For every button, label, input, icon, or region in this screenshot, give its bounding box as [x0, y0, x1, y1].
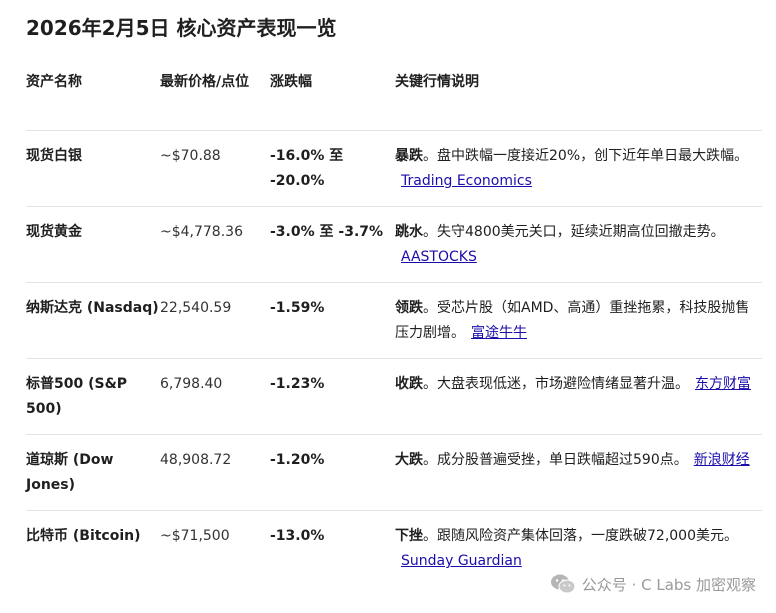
asset-change: -16.0% 至 -20.0%	[270, 130, 395, 207]
asset-name: 现货黄金	[26, 206, 160, 283]
asset-description: 跳水。失守4800美元关口，延续近期高位回撤走势。 AASTOCKS	[395, 206, 762, 283]
table-row: 现货黄金 ~$4,778.36 -3.0% 至 -3.7% 跳水。失守4800美…	[26, 206, 762, 283]
header-change: 涨跌幅	[270, 70, 395, 131]
asset-change: -3.0% 至 -3.7%	[270, 206, 395, 283]
description-lead: 下挫	[395, 528, 423, 544]
description-lead: 暴跌	[395, 148, 423, 164]
description-text: 。大盘表现低迷，市场避险情绪显著升温。	[423, 376, 689, 392]
description-text: 。成分股普遍受挫，单日跌幅超过590点。	[423, 452, 688, 468]
source-link[interactable]: AASTOCKS	[401, 249, 477, 265]
header-asset-name: 资产名称	[26, 70, 160, 131]
description-lead: 领跌	[395, 300, 423, 316]
asset-change: -1.23%	[270, 358, 395, 435]
description-lead: 收跌	[395, 376, 423, 392]
source-link[interactable]: 新浪财经	[693, 452, 750, 468]
asset-change: -1.59%	[270, 282, 395, 359]
header-price: 最新价格/点位	[160, 70, 270, 131]
description-text: 。跟随风险资产集体回落，一度跌破72,000美元。	[423, 528, 738, 544]
source-link[interactable]: 东方财富	[695, 376, 751, 392]
table-row: 现货白银 ~$70.88 -16.0% 至 -20.0% 暴跌。盘中跌幅一度接近…	[26, 130, 762, 207]
asset-price: ~$70.88	[160, 130, 270, 207]
description-text: 。盘中跌幅一度接近20%，创下近年单日最大跌幅。	[423, 148, 749, 164]
source-link[interactable]: Sunday Guardian	[401, 553, 522, 569]
asset-price: 6,798.40	[160, 358, 270, 435]
header-description: 关键行情说明	[395, 70, 762, 131]
asset-name: 道琼斯 (Dow Jones)	[26, 434, 160, 511]
asset-change: -1.20%	[270, 434, 395, 511]
asset-price: ~$4,778.36	[160, 206, 270, 283]
description-text: 。失守4800美元关口，延续近期高位回撤走势。	[423, 224, 725, 240]
table-row: 标普500 (S&P 500) 6,798.40 -1.23% 收跌。大盘表现低…	[26, 358, 762, 435]
asset-name: 纳斯达克 (Nasdaq)	[26, 282, 160, 359]
table-header-row: 资产名称 最新价格/点位 涨跌幅 关键行情说明	[26, 70, 762, 131]
table-row: 道琼斯 (Dow Jones) 48,908.72 -1.20% 大跌。成分股普…	[26, 434, 762, 511]
page-title: 2026年2月5日 核心资产表现一览	[26, 16, 337, 40]
asset-name: 现货白银	[26, 130, 160, 207]
asset-description: 大跌。成分股普遍受挫，单日跌幅超过590点。 新浪财经	[395, 434, 762, 511]
asset-description: 下挫。跟随风险资产集体回落，一度跌破72,000美元。 Sunday Guardi…	[395, 511, 762, 587]
asset-name: 标普500 (S&P 500)	[26, 358, 160, 435]
asset-price: ~$71,500	[160, 528, 230, 544]
table-row: 比特币 (Bitcoin) ~$71,500 -13.0% 下挫。跟随风险资产集…	[26, 511, 762, 587]
asset-description: 领跌。受芯片股（如AMD、高通）重挫拖累，科技股抛售压力剧增。 富途牛牛	[395, 282, 762, 359]
table-row: 纳斯达克 (Nasdaq) 22,540.59 -1.59% 领跌。受芯片股（如…	[26, 282, 762, 359]
description-lead: 跳水	[395, 224, 423, 240]
source-link[interactable]: Trading Economics	[401, 173, 532, 189]
description-lead: 大跌	[395, 452, 423, 468]
asset-description: 收跌。大盘表现低迷，市场避险情绪显著升温。 东方财富	[395, 358, 762, 435]
asset-description: 暴跌。盘中跌幅一度接近20%，创下近年单日最大跌幅。 Trading Econom…	[395, 130, 762, 207]
asset-price: 48,908.72	[160, 434, 270, 511]
asset-price: 22,540.59	[160, 282, 270, 359]
asset-change: -13.0%	[270, 528, 325, 544]
wechat-icon	[550, 573, 576, 595]
asset-name: 比特币 (Bitcoin)	[26, 528, 141, 544]
description-text: 。受芯片股（如AMD、高通）重挫拖累，科技股抛售压力剧增。	[395, 300, 750, 341]
watermark-text: 公众号 · C Labs 加密观察	[581, 575, 756, 594]
watermark: 公众号 · C Labs 加密观察	[547, 573, 758, 595]
asset-performance-table: 资产名称 最新价格/点位 涨跌幅 关键行情说明 现货白银 ~$70.88 -16…	[26, 70, 762, 587]
source-link[interactable]: 富途牛牛	[471, 325, 527, 341]
